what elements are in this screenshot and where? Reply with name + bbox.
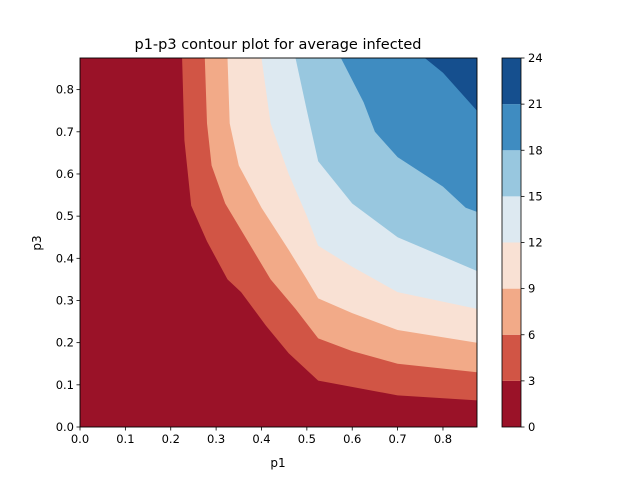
colorbar-segment <box>502 288 521 335</box>
y-axis-label: p3 <box>30 235 44 250</box>
contour-band-18 <box>340 58 477 212</box>
colorbar: 0 3 6 9 12 15 18 21 24 <box>501 51 543 434</box>
y-tick-label: 0.1 <box>56 378 74 392</box>
plot-frame <box>79 57 478 428</box>
x-tick-label: 0.5 <box>298 432 316 446</box>
x-tick-label: 0.3 <box>207 432 225 446</box>
x-tick-label: 0.4 <box>252 432 270 446</box>
contour-band-21 <box>424 58 477 111</box>
y-tick-label: 0.8 <box>56 83 74 97</box>
y-tick-label: 0.6 <box>56 167 74 181</box>
colorbar-segment <box>502 58 521 105</box>
colorbar-segment <box>502 196 521 243</box>
x-axis-ticks: 0.0 0.1 0.2 0.3 0.4 0.5 0.6 0.7 0.8 <box>71 427 452 446</box>
colorbar-segment <box>502 150 521 197</box>
colorbar-tick-label: 24 <box>528 51 543 65</box>
x-tick-label: 0.7 <box>388 432 406 446</box>
colorbar-segment <box>502 334 521 381</box>
colorbar-tick-label: 21 <box>528 97 543 111</box>
colorbar-tick-label: 9 <box>528 282 535 296</box>
x-tick-label: 0.0 <box>71 432 89 446</box>
y-tick-label: 0.5 <box>56 209 74 223</box>
colorbar-tick-label: 6 <box>528 328 535 342</box>
contour-bands <box>80 58 478 427</box>
x-tick-label: 0.8 <box>434 432 452 446</box>
y-tick-label: 0.3 <box>56 293 74 307</box>
colorbar-segment <box>502 242 521 289</box>
colorbar-segment <box>502 104 521 151</box>
chart-title: p1-p3 contour plot for average infected <box>135 37 422 53</box>
x-tick-label: 0.6 <box>343 432 361 446</box>
y-tick-label: 0.0 <box>56 420 74 434</box>
colorbar-tick-label: 12 <box>528 236 543 250</box>
colorbar-segment <box>502 380 521 427</box>
colorbar-tick-label: 0 <box>528 420 535 434</box>
colorbar-tick-label: 15 <box>528 189 543 203</box>
colorbar-tick-label: 3 <box>528 374 535 388</box>
y-axis-ticks: 0.0 0.1 0.2 0.3 0.4 0.5 0.6 0.7 0.8 <box>56 83 80 434</box>
y-tick-label: 0.4 <box>56 251 74 265</box>
x-tick-label: 0.1 <box>116 432 134 446</box>
y-tick-label: 0.7 <box>56 125 74 139</box>
x-tick-label: 0.2 <box>162 432 180 446</box>
x-axis-label: p1 <box>270 456 285 470</box>
colorbar-tick-label: 18 <box>528 143 543 157</box>
y-tick-label: 0.2 <box>56 336 74 350</box>
